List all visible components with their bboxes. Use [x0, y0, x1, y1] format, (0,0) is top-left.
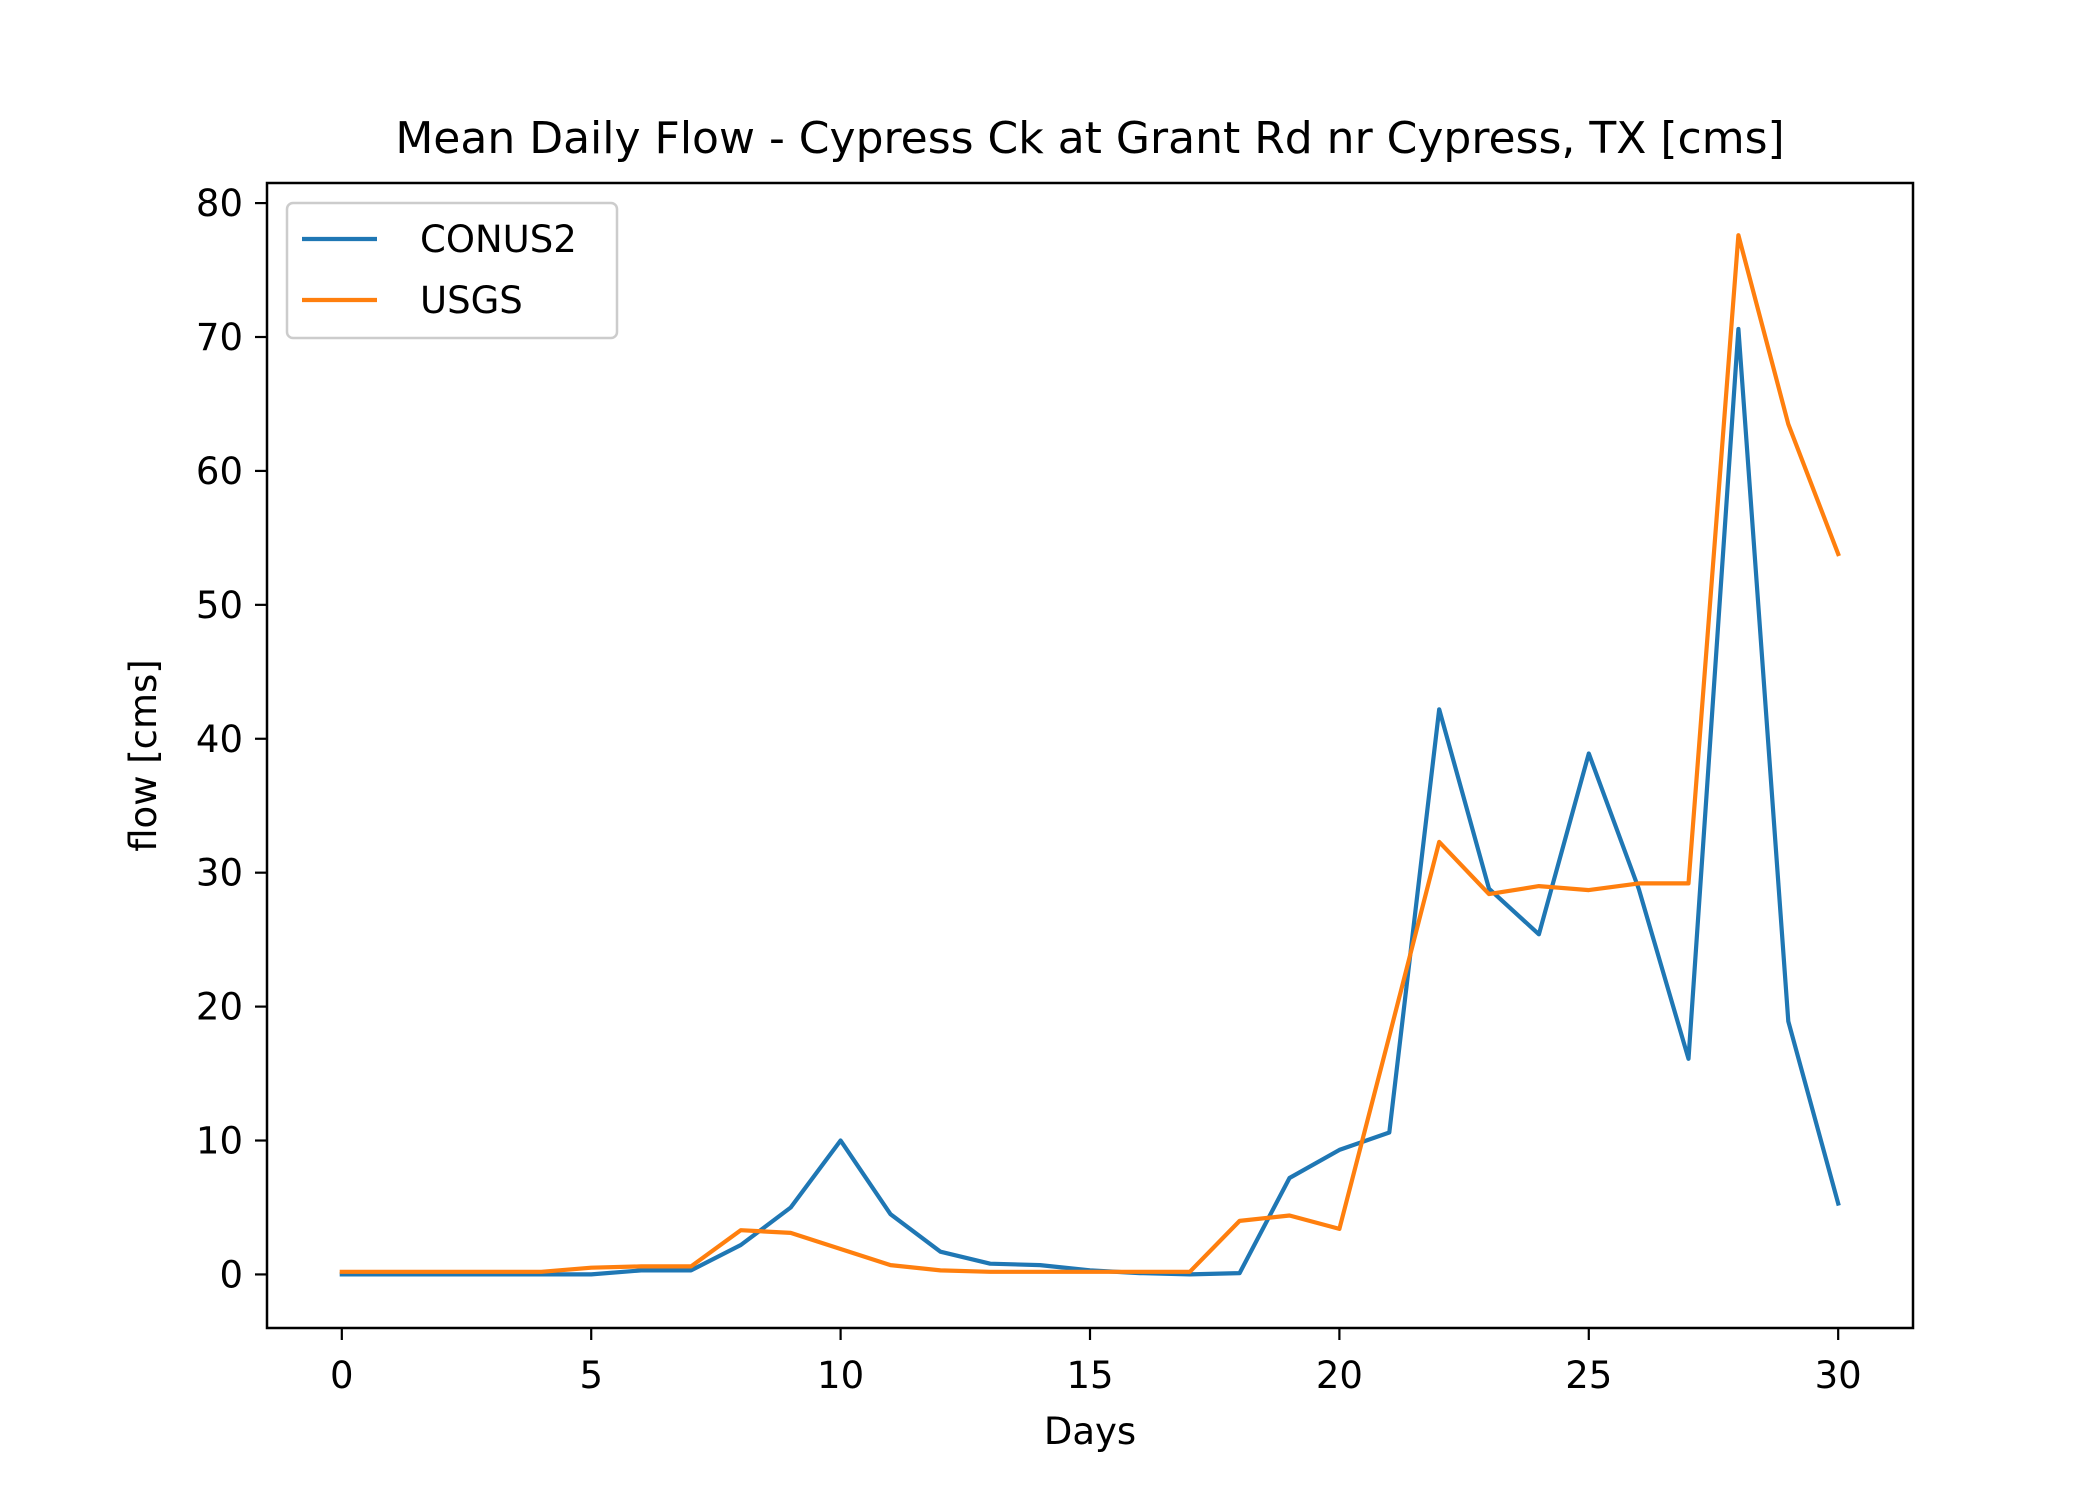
- x-axis-label: Days: [1044, 1410, 1136, 1453]
- y-tick-label: 70: [196, 316, 243, 359]
- legend-label-conus2: CONUS2: [420, 218, 577, 261]
- x-tick-label: 0: [330, 1354, 354, 1397]
- legend-label-usgs: USGS: [420, 279, 523, 322]
- y-tick-label: 80: [196, 182, 243, 225]
- x-axis-ticks: 0 5 10 15 20 25 30: [330, 1328, 1862, 1397]
- x-tick-label: 30: [1815, 1354, 1862, 1397]
- legend: CONUS2 USGS: [285, 201, 619, 340]
- x-tick-label: 20: [1316, 1354, 1363, 1397]
- y-tick-label: 40: [196, 718, 243, 761]
- y-tick-label: 20: [196, 986, 243, 1029]
- legend-box: [285, 201, 619, 340]
- y-axis-ticks: 0 10 20 30 40 50 60 70 80: [196, 182, 267, 1296]
- x-tick-label: 15: [1066, 1354, 1113, 1397]
- y-tick-label: 50: [196, 584, 243, 627]
- y-tick-label: 10: [196, 1120, 243, 1163]
- y-tick-label: 30: [196, 852, 243, 895]
- series-layer: [339, 233, 1841, 1277]
- chart-title: Mean Daily Flow - Cypress Ck at Grant Rd…: [395, 113, 1784, 164]
- y-tick-label: 0: [219, 1253, 243, 1296]
- x-tick-label: 10: [817, 1354, 864, 1397]
- series-line-usgs: [339, 233, 1841, 1274]
- y-tick-label: 60: [196, 450, 243, 493]
- y-axis-label: flow [cms]: [122, 659, 165, 852]
- x-tick-label: 25: [1565, 1354, 1612, 1397]
- x-tick-label: 5: [579, 1354, 603, 1397]
